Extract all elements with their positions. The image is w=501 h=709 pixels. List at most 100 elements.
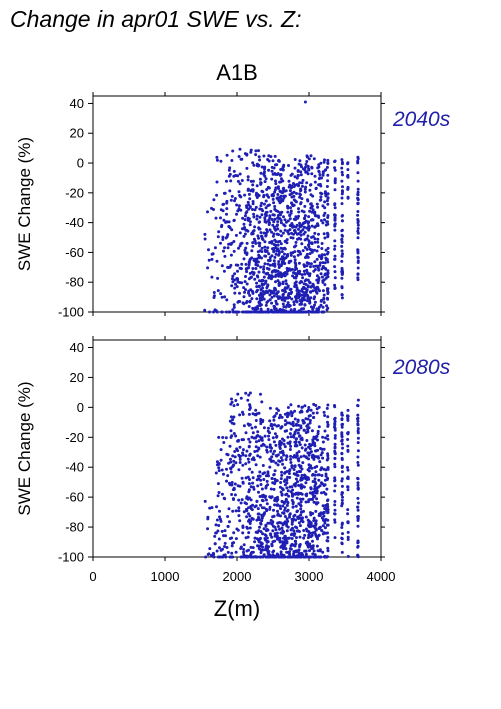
data-point	[315, 274, 319, 278]
data-point	[242, 286, 246, 290]
data-point	[265, 193, 269, 197]
data-point	[294, 215, 298, 219]
data-point	[346, 414, 350, 418]
data-point	[304, 515, 308, 519]
data-point	[254, 440, 258, 444]
data-point	[301, 276, 305, 280]
data-point	[248, 404, 252, 408]
data-point	[276, 269, 280, 273]
data-point	[314, 186, 318, 190]
data-point	[356, 419, 360, 423]
data-point	[247, 496, 251, 500]
data-point	[257, 163, 261, 167]
data-point	[279, 514, 282, 518]
data-point	[333, 270, 337, 274]
data-point	[255, 281, 259, 285]
data-point	[326, 539, 330, 543]
data-point	[308, 451, 312, 455]
data-point	[257, 270, 261, 274]
data-point	[247, 482, 251, 486]
data-point	[317, 254, 321, 258]
data-point	[238, 461, 242, 464]
data-point	[293, 307, 297, 311]
data-point	[278, 211, 282, 215]
data-point	[244, 275, 247, 278]
data-point	[283, 299, 287, 303]
data-point	[302, 428, 306, 432]
data-point	[356, 496, 360, 500]
data-point	[340, 431, 344, 435]
data-point	[277, 260, 281, 264]
data-point	[214, 523, 218, 527]
data-point	[236, 277, 239, 281]
data-point	[346, 431, 350, 435]
data-point	[284, 458, 288, 461]
panel-2-xtick-label: 0	[89, 569, 96, 584]
data-point	[305, 181, 309, 185]
data-point	[258, 470, 262, 474]
data-point	[321, 550, 325, 554]
data-point	[326, 505, 330, 509]
data-point	[215, 259, 219, 263]
data-point	[256, 517, 260, 521]
data-point	[216, 494, 220, 498]
data-point	[280, 526, 284, 530]
data-point	[333, 223, 337, 227]
data-point	[249, 552, 253, 556]
data-point	[288, 432, 292, 436]
data-point	[230, 159, 234, 162]
data-point	[261, 238, 265, 241]
data-point	[240, 555, 244, 559]
data-point	[325, 487, 329, 491]
data-point	[340, 269, 344, 273]
data-point	[267, 159, 271, 163]
data-point	[257, 226, 261, 230]
data-point	[260, 542, 264, 546]
panel-2-ytick-label: 40	[70, 340, 84, 355]
data-point	[259, 204, 263, 208]
data-point	[264, 484, 268, 488]
data-point	[248, 271, 252, 275]
data-point	[284, 189, 288, 193]
data-point	[308, 549, 311, 553]
data-point	[309, 154, 313, 158]
data-point	[273, 532, 277, 536]
data-point	[215, 549, 219, 553]
data-point	[302, 555, 306, 559]
data-point	[210, 506, 214, 510]
data-point	[333, 239, 337, 243]
data-point	[251, 503, 255, 507]
data-point	[317, 527, 321, 530]
data-point	[224, 236, 228, 240]
data-point	[247, 460, 251, 464]
data-point	[290, 172, 294, 176]
data-point	[323, 506, 327, 510]
data-point	[303, 303, 307, 307]
data-point	[259, 291, 263, 295]
data-point	[346, 521, 350, 525]
data-point	[275, 496, 279, 500]
data-point	[256, 304, 260, 308]
data-point	[281, 168, 285, 172]
data-point	[297, 530, 301, 533]
data-point	[294, 518, 298, 522]
data-point	[326, 306, 330, 310]
data-point	[296, 418, 300, 422]
data-point	[302, 269, 306, 273]
data-point	[300, 551, 304, 555]
data-point	[325, 199, 329, 203]
data-point	[273, 310, 277, 314]
data-point	[283, 290, 287, 294]
data-point	[280, 470, 284, 474]
data-point	[308, 525, 311, 529]
data-point	[293, 555, 296, 559]
data-point	[326, 271, 330, 275]
data-point	[256, 512, 260, 516]
data-point	[320, 516, 324, 520]
data-point	[246, 475, 250, 479]
data-point	[312, 310, 316, 314]
data-point	[252, 310, 256, 314]
data-point	[286, 230, 290, 234]
data-point	[326, 220, 329, 224]
data-point	[340, 233, 344, 237]
